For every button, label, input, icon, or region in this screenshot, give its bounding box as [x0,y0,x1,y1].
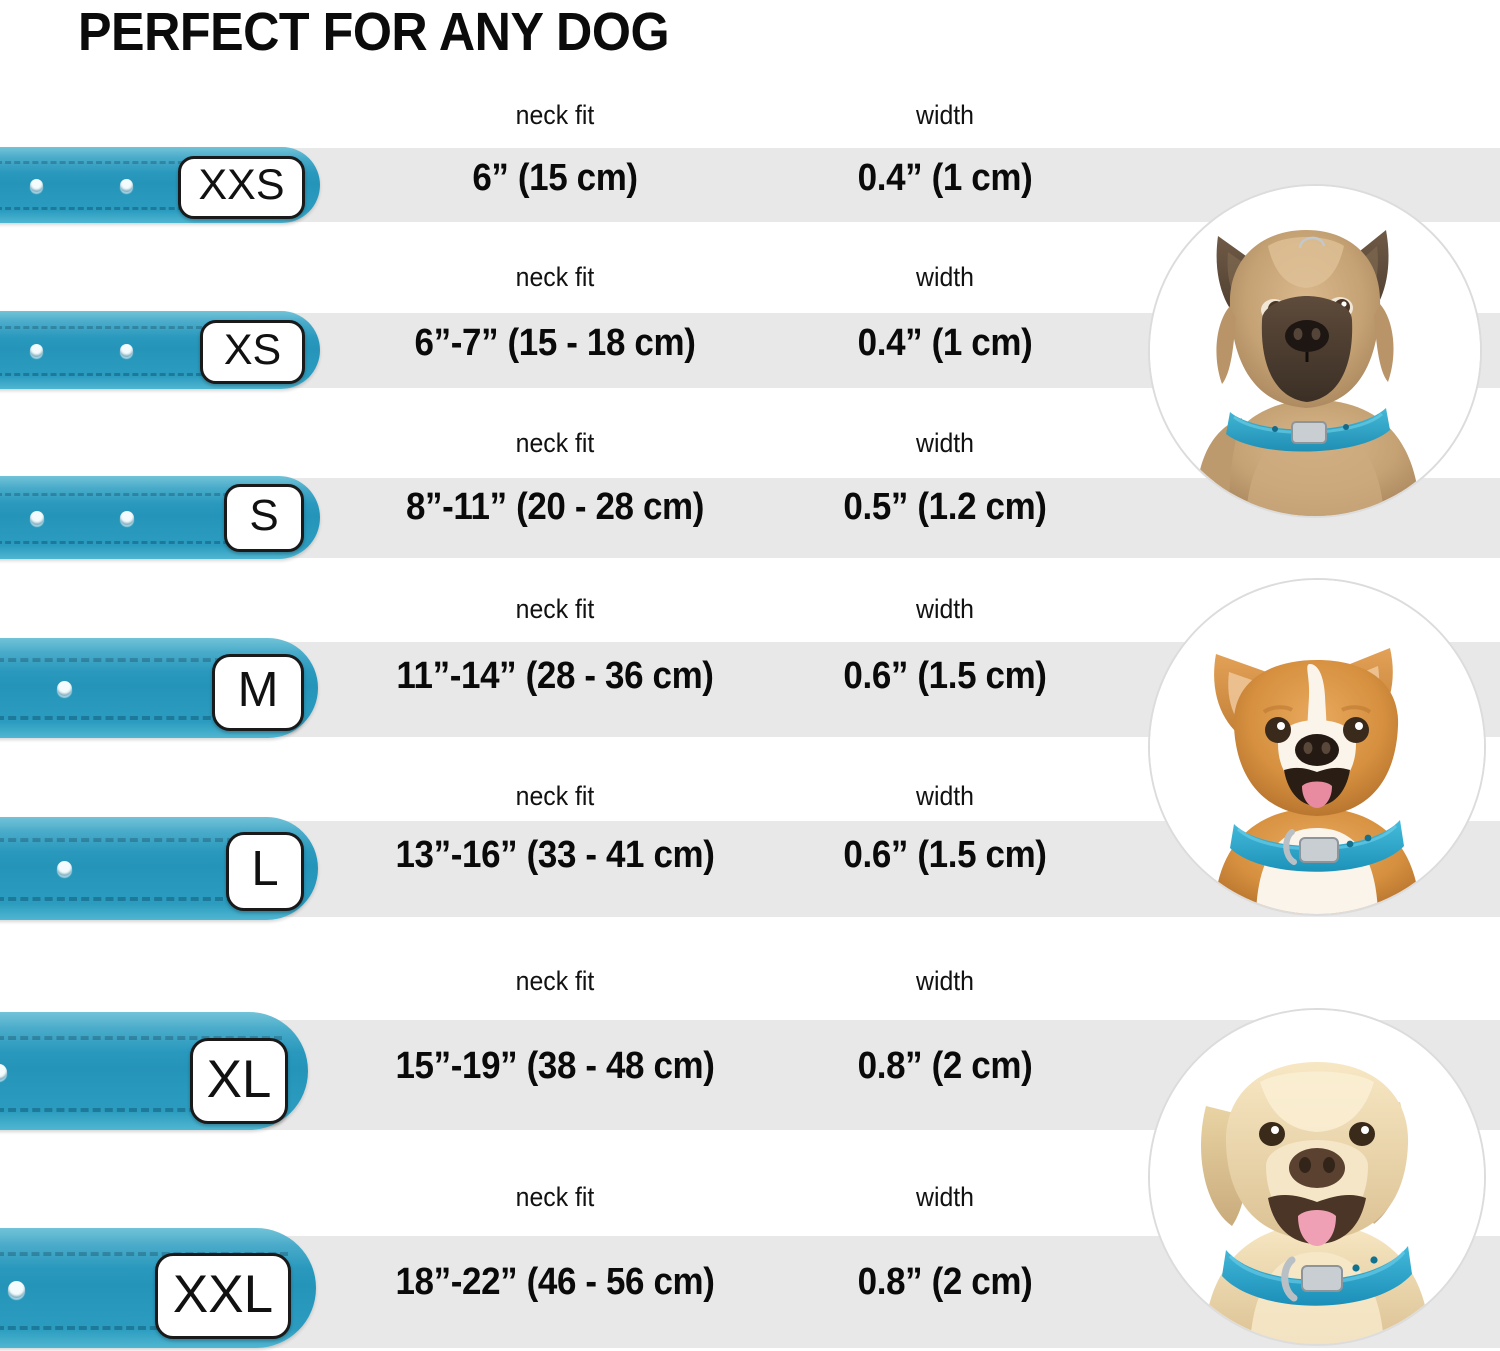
collar-hole [8,1281,25,1298]
column-header-width: width [916,781,974,811]
size-badge-label: XXS [198,161,285,209]
cell-width: 0.6” (1.5 cm) [843,655,1047,697]
cell-width: 0.6” (1.5 cm) [843,834,1047,876]
size-badge-label: XL [206,1049,272,1109]
column-header-neck-fit: neck fit [515,428,595,458]
column-header-width: width [916,594,974,624]
size-badge-l: L [226,832,304,911]
collar-hole [120,511,134,525]
collar-hole [30,344,43,357]
stitch-line [0,161,302,164]
dog-photo-labrador [1148,1008,1486,1346]
size-badge-s: S [224,484,304,552]
column-header-neck-fit: neck fit [515,100,595,130]
stitch-line [0,1326,288,1330]
collar-hole [120,344,133,357]
size-badge-xxl: XXL [155,1253,291,1339]
corgi-illustration [1150,580,1484,914]
size-badge-xs: XS [200,320,305,384]
cell-neck-fit: 6” (15 cm) [472,157,638,199]
cell-neck-fit: 15”-19” (38 - 48 cm) [395,1045,715,1087]
column-header-neck-fit: neck fit [515,594,595,624]
cell-neck-fit: 18”-22” (46 - 56 cm) [395,1261,715,1303]
stitch-line [0,541,302,544]
stitch-line [0,326,302,329]
size-badge-m: M [212,654,304,731]
cell-neck-fit: 6”-7” (15 - 18 cm) [414,322,696,364]
cell-width: 0.8” (2 cm) [857,1045,1033,1087]
stitch-line [0,1108,282,1112]
dog-photo-cairn-terrier [1148,184,1482,518]
column-header-width: width [916,262,974,292]
size-badge-xxs: XXS [178,156,305,219]
size-badge-label: XS [223,325,282,374]
column-header-neck-fit: neck fit [515,966,595,996]
stitch-line [0,1252,288,1256]
column-header-neck-fit: neck fit [515,1182,595,1212]
cell-width: 0.4” (1 cm) [857,322,1033,364]
size-badge-label: S [249,491,279,540]
cell-width: 0.8” (2 cm) [857,1261,1033,1303]
collar-hole [30,511,44,525]
labrador-illustration [1150,1010,1484,1344]
stitch-line [0,493,302,496]
collar-hole [0,1064,7,1080]
cell-neck-fit: 8”-11” (20 - 28 cm) [405,486,705,528]
size-badge-label: L [251,842,279,896]
collar-hole [30,179,43,192]
cell-neck-fit: 11”-14” (28 - 36 cm) [396,655,714,697]
dog-photo-corgi [1148,578,1486,916]
stitch-line [0,207,302,210]
column-header-width: width [916,1182,974,1212]
stitch-line [0,1036,282,1040]
size-badge-xl: XL [190,1038,288,1124]
collar-hole [57,681,72,696]
size-badge-label: XXL [172,1264,274,1324]
size-badge-label: M [237,663,279,717]
collar-hole [57,861,72,876]
stitch-line [0,716,296,720]
stitch-line [0,838,296,842]
cell-width: 0.5” (1.2 cm) [843,486,1047,528]
cell-width: 0.4” (1 cm) [857,157,1033,199]
stitch-line [0,897,296,901]
page-title: PERFECT FOR ANY DOG [78,2,670,62]
collar-hole [120,179,133,192]
cell-neck-fit: 13”-16” (33 - 41 cm) [395,834,715,876]
column-header-width: width [916,100,974,130]
stitch-line [0,373,302,376]
column-header-neck-fit: neck fit [515,262,595,292]
column-header-width: width [916,966,974,996]
cairn-terrier-illustration [1150,186,1480,516]
column-header-neck-fit: neck fit [515,781,595,811]
stitch-line [0,658,296,662]
column-header-width: width [916,428,974,458]
